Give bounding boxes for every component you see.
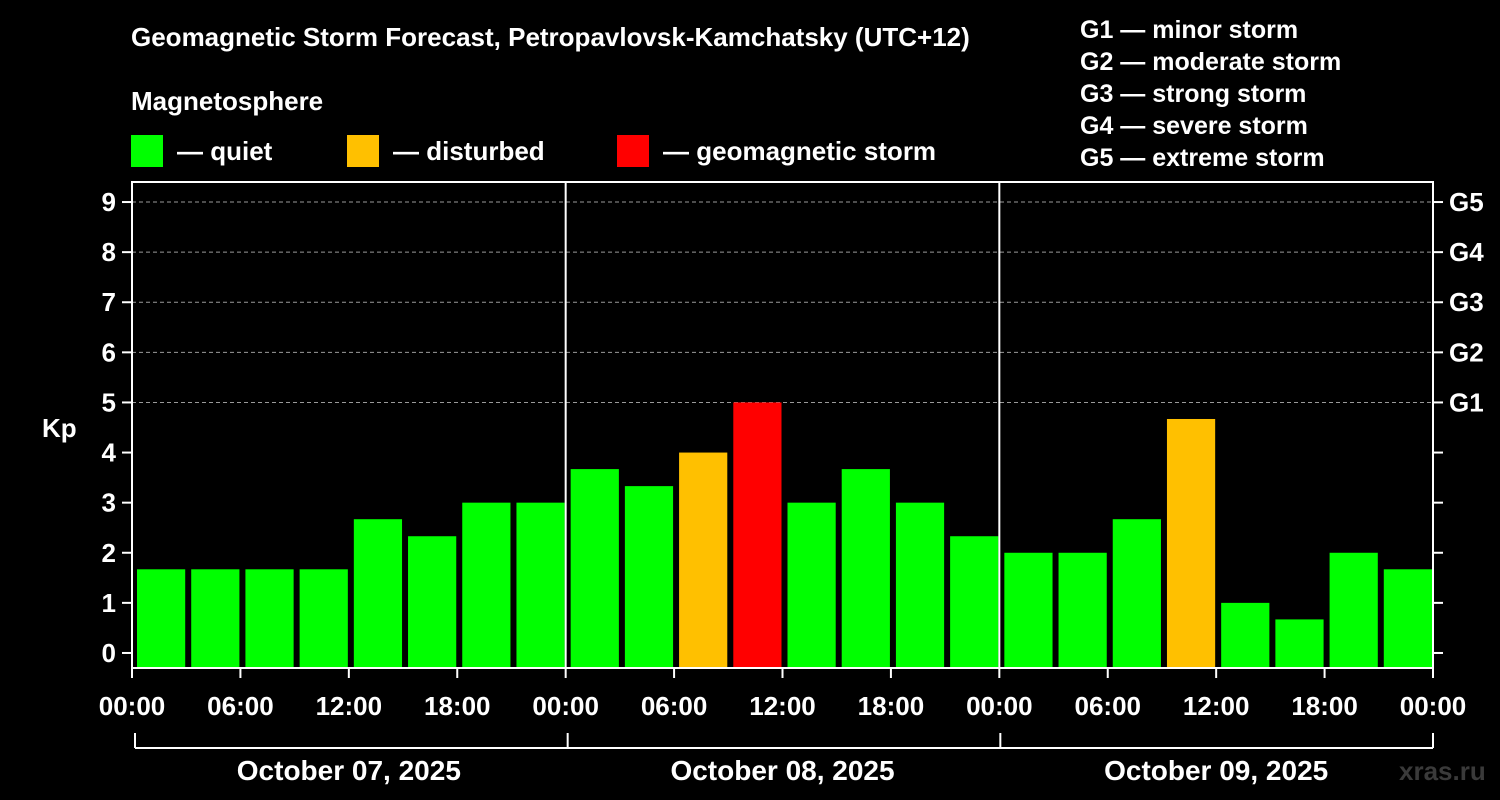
day-label-1: October 08, 2025 [670, 755, 894, 786]
x-tick-label-0: 00:00 [99, 691, 166, 721]
storm-level-g4: G4 — severe storm [1080, 112, 1308, 140]
x-tick-label-7: 18:00 [858, 691, 925, 721]
kp-bar-13 [841, 469, 890, 668]
kp-bar-16 [1004, 552, 1053, 668]
y-tick-label-1: 1 [102, 588, 116, 618]
x-tick-label-2: 12:00 [316, 691, 383, 721]
kp-bar-17 [1058, 552, 1107, 668]
kp-bar-6 [462, 502, 511, 668]
x-tick-label-4: 00:00 [532, 691, 599, 721]
legend-quiet: — quiet [131, 134, 272, 168]
y-tick-label-6: 6 [102, 337, 116, 367]
watermark: xras.ru [1399, 756, 1486, 786]
kp-bar-3 [299, 569, 348, 668]
kp-bar-14 [895, 502, 945, 668]
storm-level-g1: G1 — minor storm [1080, 16, 1299, 44]
kp-bar-0 [137, 569, 186, 668]
y-tick-label-0: 0 [102, 638, 116, 668]
day-label-0: October 07, 2025 [237, 755, 461, 786]
y-tick-label-4: 4 [102, 438, 117, 468]
legend-storm-label: — geomagnetic storm [663, 135, 937, 166]
g-label-g3: G3 [1449, 287, 1484, 317]
x-tick-label-12: 00:00 [1400, 691, 1467, 721]
x-tick-label-11: 18:00 [1291, 691, 1358, 721]
y-tick-label-9: 9 [102, 187, 116, 217]
g-label-g2: G2 [1449, 337, 1484, 367]
kp-bar-22 [1329, 552, 1378, 668]
y-tick-label-5: 5 [102, 387, 116, 417]
g-label-g1: G1 [1449, 387, 1484, 417]
kp-bar-18 [1112, 519, 1161, 668]
y-tick-label-3: 3 [102, 488, 116, 518]
day-label-2: October 09, 2025 [1104, 755, 1328, 786]
y-tick-label-2: 2 [102, 538, 116, 568]
legend-disturbed: — disturbed [347, 134, 545, 168]
kp-bar-1 [191, 569, 240, 668]
kp-bar-11 [733, 402, 782, 668]
y-tick-label-7: 7 [102, 287, 116, 317]
legend-storm-swatch [617, 135, 649, 167]
x-tick-label-3: 18:00 [424, 691, 491, 721]
legend-quiet-swatch [131, 135, 163, 167]
g-label-g5: G5 [1449, 187, 1484, 217]
kp-bar-19 [1166, 418, 1216, 668]
storm-level-legend: G1 — minor storm G2 — moderate storm G3 … [1080, 14, 1341, 174]
kp-bar-7 [516, 502, 565, 668]
x-tick-label-6: 12:00 [749, 691, 816, 721]
kp-bar-15 [950, 536, 999, 668]
legend-quiet-label: — quiet [177, 135, 273, 166]
kp-bar-5 [408, 536, 457, 668]
kp-bar-10 [679, 452, 728, 668]
x-tick-label-1: 06:00 [207, 691, 274, 721]
kp-bar-12 [787, 502, 836, 668]
kp-bar-2 [245, 569, 294, 668]
y-axis-label: Kp [42, 413, 77, 443]
g-label-g4: G4 [1449, 237, 1484, 267]
x-tick-label-9: 06:00 [1075, 691, 1142, 721]
x-tick-label-8: 00:00 [966, 691, 1033, 721]
storm-level-g3: G3 — strong storm [1080, 80, 1307, 108]
x-tick-label-10: 12:00 [1183, 691, 1250, 721]
storm-level-g2: G2 — moderate storm [1080, 48, 1342, 76]
kp-bar-4 [353, 519, 403, 668]
legend-disturbed-label: — disturbed [393, 135, 545, 166]
magnetosphere-title: Magnetosphere [131, 86, 324, 116]
x-tick-label-5: 06:00 [641, 691, 708, 721]
kp-bar-20 [1221, 602, 1270, 668]
chart-title: Geomagnetic Storm Forecast, Petropavlovs… [131, 22, 970, 52]
kp-bar-9 [624, 486, 674, 668]
kp-bar-23 [1383, 569, 1432, 668]
kp-bar-8 [570, 469, 619, 668]
kp-bar-21 [1275, 619, 1324, 668]
y-tick-label-8: 8 [102, 237, 116, 267]
legend-storm: — geomagnetic storm [617, 134, 936, 168]
storm-level-g5: G5 — extreme storm [1080, 144, 1325, 172]
legend-disturbed-swatch [347, 135, 379, 167]
